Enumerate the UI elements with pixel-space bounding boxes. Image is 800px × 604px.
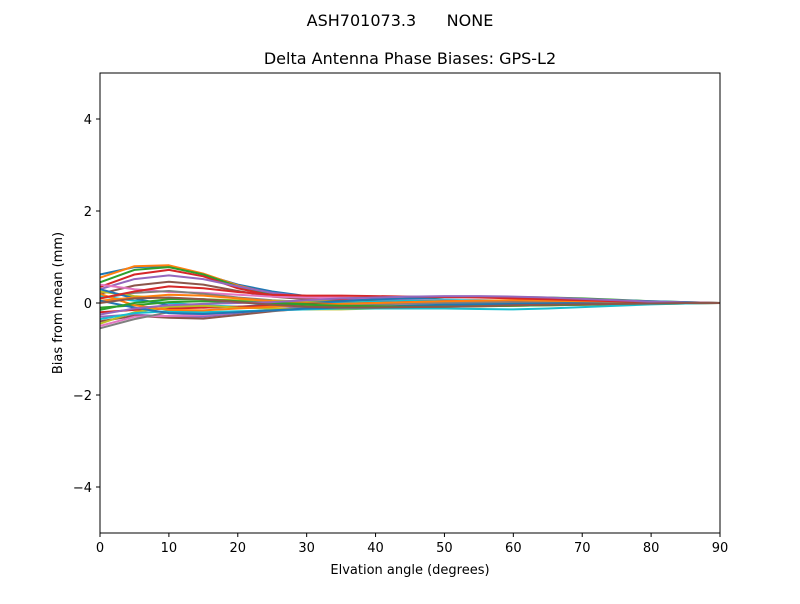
x-tick-label: 90 — [712, 541, 729, 556]
x-tick-label: 10 — [161, 541, 178, 556]
x-tick-label: 20 — [230, 541, 247, 556]
series-line — [99, 302, 721, 321]
x-tick-label: 50 — [436, 541, 453, 556]
x-tick-label: 30 — [298, 541, 315, 556]
x-axis-label: Elvation angle (degrees) — [330, 563, 489, 578]
y-tick-label: 4 — [84, 113, 92, 128]
series-line — [99, 296, 720, 309]
x-axis-ticks: 0 10 20 30 40 50 60 70 80 90 — [96, 533, 728, 556]
x-tick-label: 60 — [505, 541, 522, 556]
x-tick-label: 40 — [367, 541, 384, 556]
figure-suptitle: ASH701073.3 NONE — [307, 11, 494, 30]
y-tick-label: 0 — [84, 297, 92, 312]
y-tick-label: 2 — [84, 205, 92, 220]
x-tick-label: 0 — [96, 541, 104, 556]
y-axis-label: Bias from mean (mm) — [51, 232, 66, 374]
x-tick-label: 80 — [643, 541, 660, 556]
series-line — [99, 295, 721, 316]
y-tick-label: −2 — [73, 389, 92, 404]
y-tick-label: −4 — [73, 481, 92, 496]
plot-lines — [99, 264, 721, 330]
chart-title: Delta Antenna Phase Biases: GPS-L2 — [264, 49, 556, 68]
x-tick-label: 70 — [574, 541, 591, 556]
y-axis-ticks: −4 −2 0 2 4 — [73, 113, 100, 496]
